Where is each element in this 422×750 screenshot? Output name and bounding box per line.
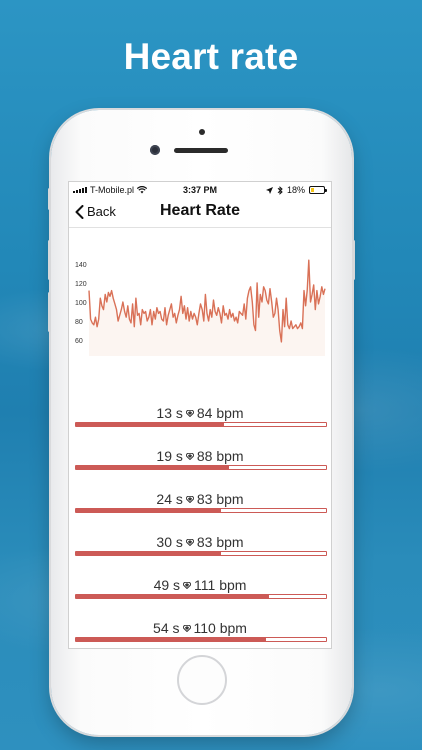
heart-rate-row[interactable]: 49 s 111 bpm [69, 576, 331, 612]
heart-icon [182, 619, 191, 635]
navigation-bar: Back Heart Rate [69, 198, 331, 228]
page-title: Heart Rate [159, 202, 241, 219]
heart-rate-bar-fill [76, 423, 224, 426]
row-bpm: 110 bpm [193, 620, 247, 636]
proximity-sensor [199, 129, 205, 135]
heart-rate-row[interactable]: 30 s 83 bpm [69, 533, 331, 569]
heart-rate-bar [75, 551, 327, 556]
row-time: 13 s [156, 405, 183, 421]
row-bpm: 88 bpm [196, 448, 244, 464]
phone-frame: T-Mobile.pl 3:37 PM 18% [48, 110, 355, 735]
power-button [352, 240, 355, 280]
heart-rate-chart: 140 120 100 80 60 [75, 259, 326, 356]
heart-icon [185, 533, 194, 549]
y-tick-label: 80 [75, 319, 83, 326]
heart-rate-bar [75, 465, 327, 470]
y-tick-label: 100 [75, 300, 87, 307]
y-tick-label: 60 [75, 338, 83, 345]
heart-rate-bar-fill [76, 638, 266, 641]
heart-rate-row-label: 30 s 83 bpm [69, 533, 331, 550]
row-time: 19 s [156, 448, 183, 464]
heart-rate-row-label: 19 s 88 bpm [69, 447, 331, 464]
row-bpm: 84 bpm [196, 405, 244, 421]
back-label: Back [87, 204, 116, 219]
heart-rate-row-label: 13 s 84 bpm [69, 404, 331, 421]
battery-percent: 18% [286, 185, 305, 195]
row-time: 30 s [156, 534, 183, 550]
battery-level [311, 188, 314, 192]
promo-title: Heart rate [123, 36, 299, 77]
volume-down-button [48, 292, 51, 332]
wifi-icon [137, 186, 148, 194]
heart-rate-bar-fill [76, 595, 269, 598]
status-bar: T-Mobile.pl 3:37 PM 18% [69, 182, 331, 198]
heart-rate-bar [75, 508, 327, 513]
heart-rate-row-label: 54 s 110 bpm [69, 619, 331, 636]
back-button[interactable]: Back [75, 204, 116, 219]
heart-rate-row[interactable]: 54 s 110 bpm [69, 619, 331, 648]
earpiece-speaker [174, 148, 228, 153]
signal-icon [73, 187, 87, 193]
heart-rate-bar [75, 594, 327, 599]
heart-icon [185, 404, 194, 420]
heart-icon [185, 447, 194, 463]
location-icon [265, 186, 273, 194]
bluetooth-icon [277, 185, 283, 195]
phone-screen: T-Mobile.pl 3:37 PM 18% [69, 182, 331, 648]
heart-rate-series-line [88, 259, 326, 343]
y-tick-label: 140 [75, 262, 87, 269]
row-bpm: 83 bpm [196, 491, 244, 507]
status-time: 3:37 PM [182, 185, 217, 195]
carrier-label: T-Mobile.pl [90, 185, 135, 195]
row-time: 54 s [153, 620, 180, 636]
heart-rate-bar-fill [76, 509, 221, 512]
heart-icon [183, 576, 192, 592]
front-camera [150, 145, 160, 155]
home-button[interactable] [177, 655, 227, 705]
heart-rate-row-label: 49 s 111 bpm [69, 576, 331, 593]
heart-rate-bar [75, 637, 327, 642]
battery-icon [309, 186, 327, 194]
row-time: 24 s [156, 491, 183, 507]
volume-up-button [48, 240, 51, 280]
chart-area-fill [89, 260, 325, 356]
heart-icon [185, 490, 194, 506]
chevron-left-icon [75, 204, 84, 219]
heart-rate-row[interactable]: 24 s 83 bpm [69, 490, 331, 526]
heart-rate-row[interactable]: 13 s 84 bpm [69, 404, 331, 440]
heart-rate-row-label: 24 s 83 bpm [69, 490, 331, 507]
y-tick-label: 120 [75, 281, 87, 288]
row-time: 49 s [153, 577, 181, 593]
mute-switch [48, 188, 51, 210]
row-bpm: 111 bpm [194, 577, 247, 593]
heart-rate-bar-fill [76, 552, 221, 555]
row-bpm: 83 bpm [196, 534, 244, 550]
heart-rate-bar [75, 422, 327, 427]
heart-rate-bar-fill [76, 466, 229, 469]
heart-rate-row[interactable]: 19 s 88 bpm [69, 447, 331, 483]
